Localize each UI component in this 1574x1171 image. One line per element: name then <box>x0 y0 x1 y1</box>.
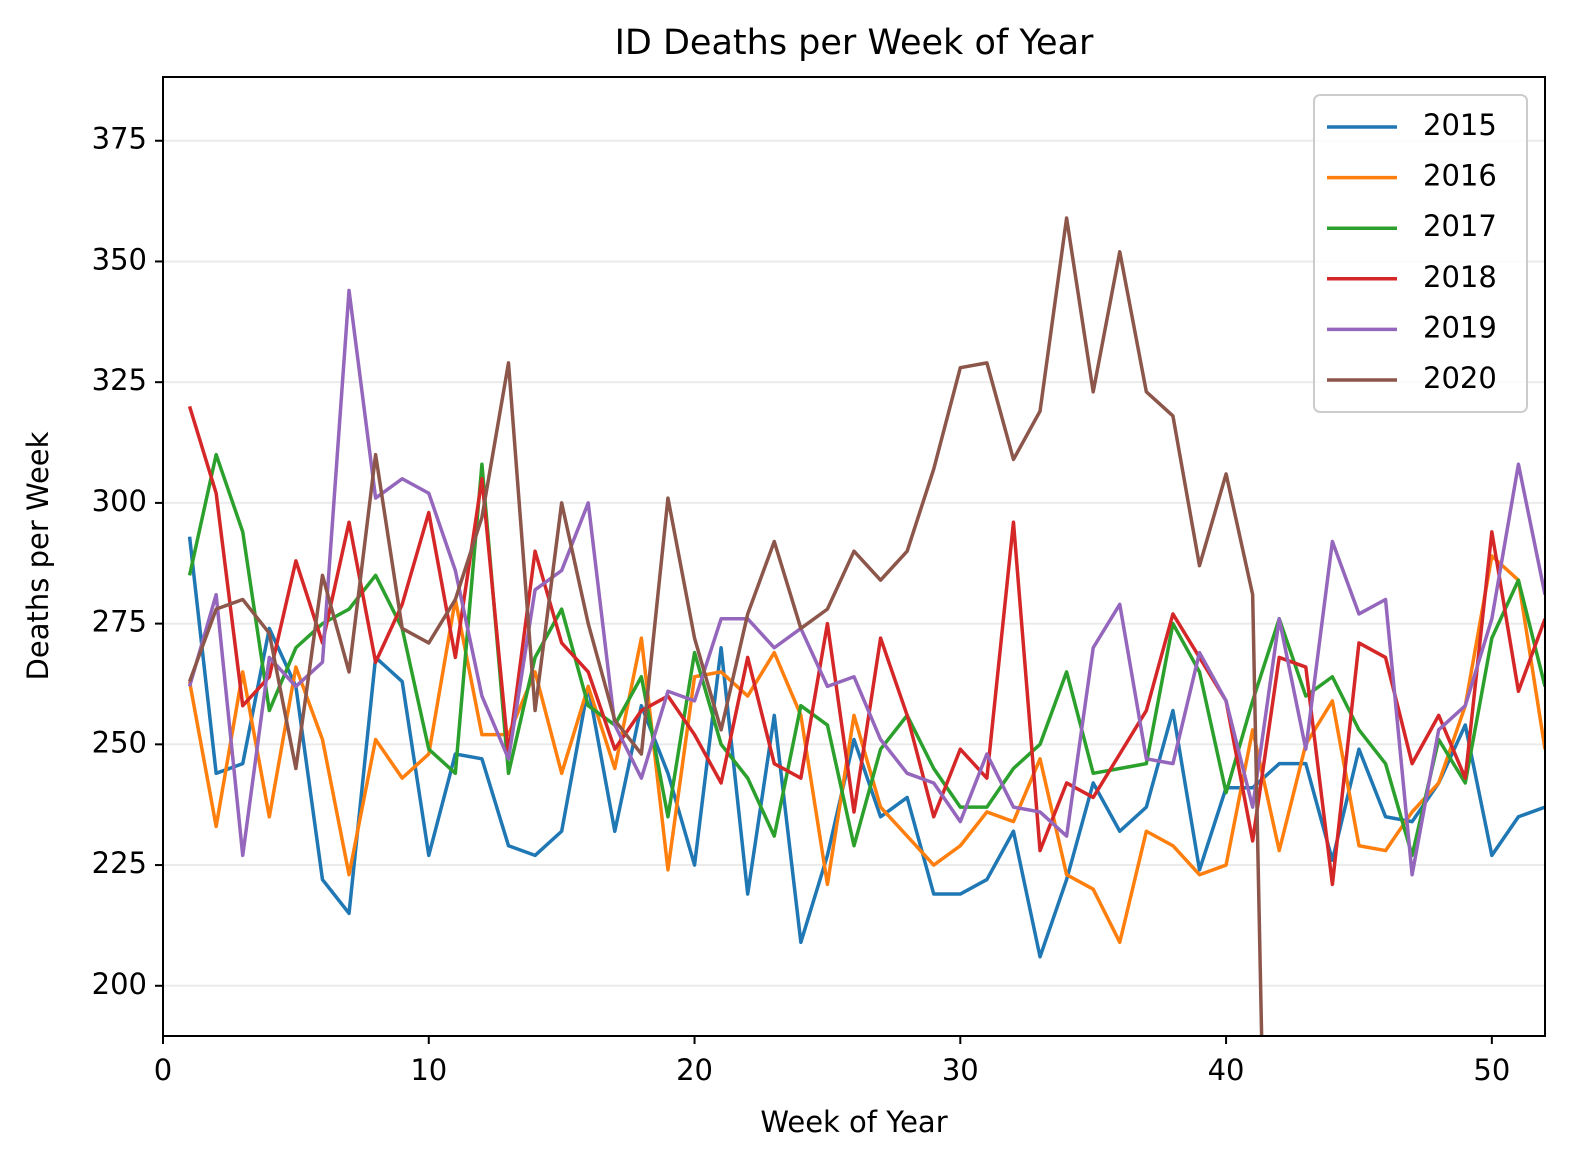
y-tick-label: 275 <box>92 605 147 639</box>
y-tick-label: 250 <box>92 725 147 759</box>
line-series <box>187 216 1264 1036</box>
plot-frame <box>162 76 1546 1037</box>
x-tick-label: 0 <box>154 1053 172 1087</box>
line-series <box>187 536 1545 959</box>
x-axis-label: Week of Year <box>760 1105 947 1139</box>
plot-area <box>187 216 1545 1036</box>
y-tick-label: 300 <box>92 484 147 518</box>
y-axis-label: Deaths per Week <box>21 431 55 680</box>
y-tick-label: 375 <box>92 122 147 156</box>
x-tick-label: 50 <box>1473 1053 1510 1087</box>
line-series <box>187 288 1545 877</box>
x-tick-label: 10 <box>410 1053 447 1087</box>
legend-label: 2019 <box>1423 310 1497 344</box>
y-tick-label: 350 <box>92 242 147 276</box>
y-tick-label: 225 <box>92 846 147 880</box>
line-series <box>187 405 1545 887</box>
y-tick-label: 200 <box>92 967 147 1001</box>
x-tick-label: 20 <box>676 1053 713 1087</box>
x-tick-label: 40 <box>1208 1053 1245 1087</box>
legend-label: 2015 <box>1423 108 1497 142</box>
legend-label: 2018 <box>1423 260 1497 294</box>
legend-box <box>1313 94 1528 413</box>
x-tick-label: 30 <box>942 1053 979 1087</box>
legend-label: 2020 <box>1423 361 1497 395</box>
line-series <box>187 554 1545 945</box>
legend-label: 2017 <box>1423 209 1497 243</box>
legend-label: 2016 <box>1423 159 1497 193</box>
line-series <box>187 452 1545 858</box>
chart-title: ID Deaths per Week of Year <box>615 23 1094 63</box>
y-tick-label: 325 <box>92 363 147 397</box>
